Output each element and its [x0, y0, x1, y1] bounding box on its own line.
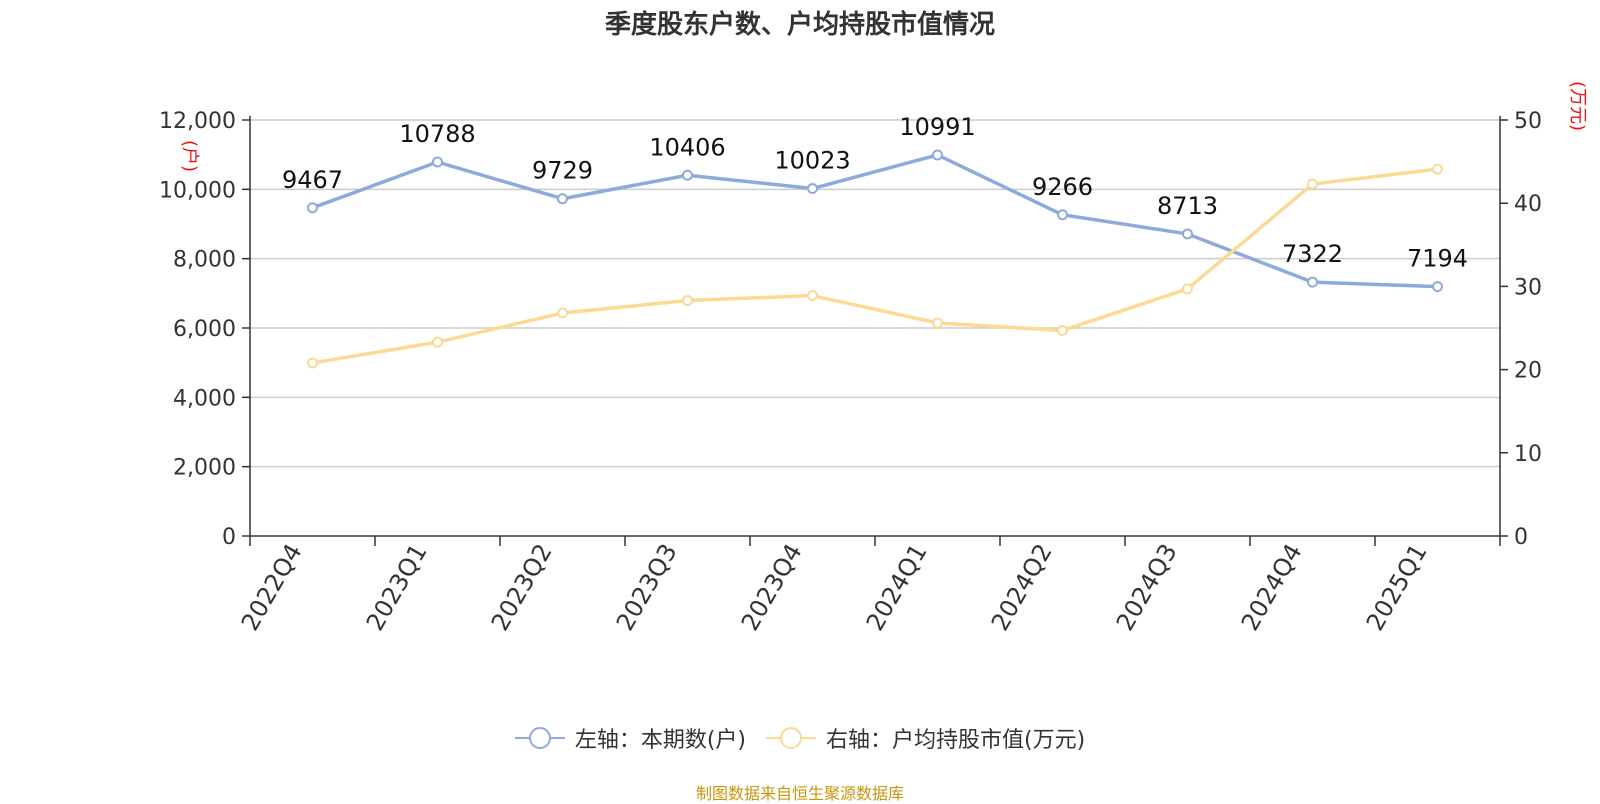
data-point — [1307, 276, 1318, 288]
x-axis-category-label: 2023Q4 — [736, 539, 808, 635]
series-line-right — [312, 167, 1438, 365]
data-label: 7194 — [1407, 245, 1468, 273]
series-line-left — [311, 153, 1438, 289]
label-layer: 9467 10788 9729 10406 10023 10991 9266 8713 7322… — [282, 113, 1468, 273]
legend-label-right: 右轴：户均持股市值(万元) — [826, 728, 1086, 753]
left-axis-tick-label: 8,000 — [173, 248, 236, 273]
data-point — [807, 183, 818, 195]
left-axis-tick-label: 0 — [222, 525, 236, 550]
data-point — [1307, 178, 1318, 190]
right-axis-tick-label: 0 — [1514, 525, 1528, 550]
x-axis-category-label: 2022Q4 — [236, 539, 308, 635]
data-label: 9467 — [282, 166, 343, 194]
left-axis-tick-label: 4,000 — [173, 386, 236, 411]
data-point — [682, 169, 693, 181]
data-point — [1432, 281, 1443, 293]
series-layer — [307, 149, 1443, 369]
legend-marker-right-icon — [766, 727, 816, 749]
right-axis-tick-label: 30 — [1514, 275, 1542, 300]
chart-title: 季度股东户数、户均持股市值情况 — [604, 10, 995, 40]
data-point — [1057, 324, 1068, 336]
right-axis-tick-label: 40 — [1514, 192, 1542, 217]
data-point — [432, 336, 443, 348]
legend: 左轴：本期数(户) 右轴：户均持股市值(万元) — [0, 722, 1600, 754]
axis-layer: 0 2,000 4,000 6,000 8,000 10,000 12,000 0 10 20 30… — [159, 81, 1588, 636]
right-axis-tick-label: 10 — [1514, 442, 1542, 467]
x-axis-category-label: 2023Q2 — [486, 539, 558, 635]
x-axis-category-label: 2023Q1 — [361, 539, 433, 635]
left-axis-tick-label: 10,000 — [159, 178, 236, 203]
right-axis-tick-label: 50 — [1514, 109, 1542, 134]
data-label: 9729 — [532, 157, 593, 185]
source-note: 制图数据来自恒生聚源数据库 — [695, 784, 904, 803]
left-axis-tick-label: 2,000 — [173, 456, 236, 481]
data-point — [307, 357, 318, 369]
data-point — [1182, 283, 1193, 295]
data-label: 10991 — [899, 113, 975, 141]
data-point — [932, 149, 943, 161]
data-label: 7322 — [1282, 240, 1343, 268]
legend-label-left: 左轴：本期数(户) — [574, 728, 746, 753]
data-point — [1432, 163, 1443, 175]
legend-item-right[interactable]: 右轴：户均持股市值(万元) — [766, 722, 1085, 754]
grid-layer — [250, 119, 1500, 468]
data-label: 9266 — [1032, 173, 1093, 201]
left-axis-tick-label: 12,000 — [159, 109, 236, 134]
x-axis-category-label: 2024Q2 — [986, 539, 1058, 635]
data-point — [432, 156, 443, 168]
data-point — [557, 307, 568, 319]
data-label: 10788 — [399, 120, 475, 148]
right-axis-tick-label: 20 — [1514, 359, 1542, 384]
data-point — [682, 295, 693, 307]
left-axis-unit-label: (户) — [179, 140, 200, 172]
right-axis-unit-label: (万元) — [1567, 81, 1588, 131]
x-axis-category-label: 2024Q4 — [1236, 539, 1308, 635]
data-point — [807, 290, 818, 302]
x-axis-category-label: 2024Q3 — [1111, 539, 1183, 635]
x-axis-category-label: 2024Q1 — [861, 539, 933, 635]
data-point — [307, 202, 318, 214]
data-point — [932, 317, 943, 329]
data-label: 10023 — [774, 147, 850, 175]
legend-item-left[interactable]: 左轴：本期数(户) — [514, 722, 746, 754]
legend-marker-left-icon — [514, 727, 565, 749]
data-point — [557, 193, 568, 205]
data-label: 8713 — [1157, 192, 1218, 220]
left-axis-tick-label: 6,000 — [173, 317, 236, 342]
data-point — [1182, 228, 1193, 240]
data-point — [1057, 209, 1068, 221]
data-label: 10406 — [649, 133, 725, 161]
x-axis-category-label: 2023Q3 — [611, 539, 683, 635]
x-axis-category-label: 2025Q1 — [1361, 539, 1433, 635]
